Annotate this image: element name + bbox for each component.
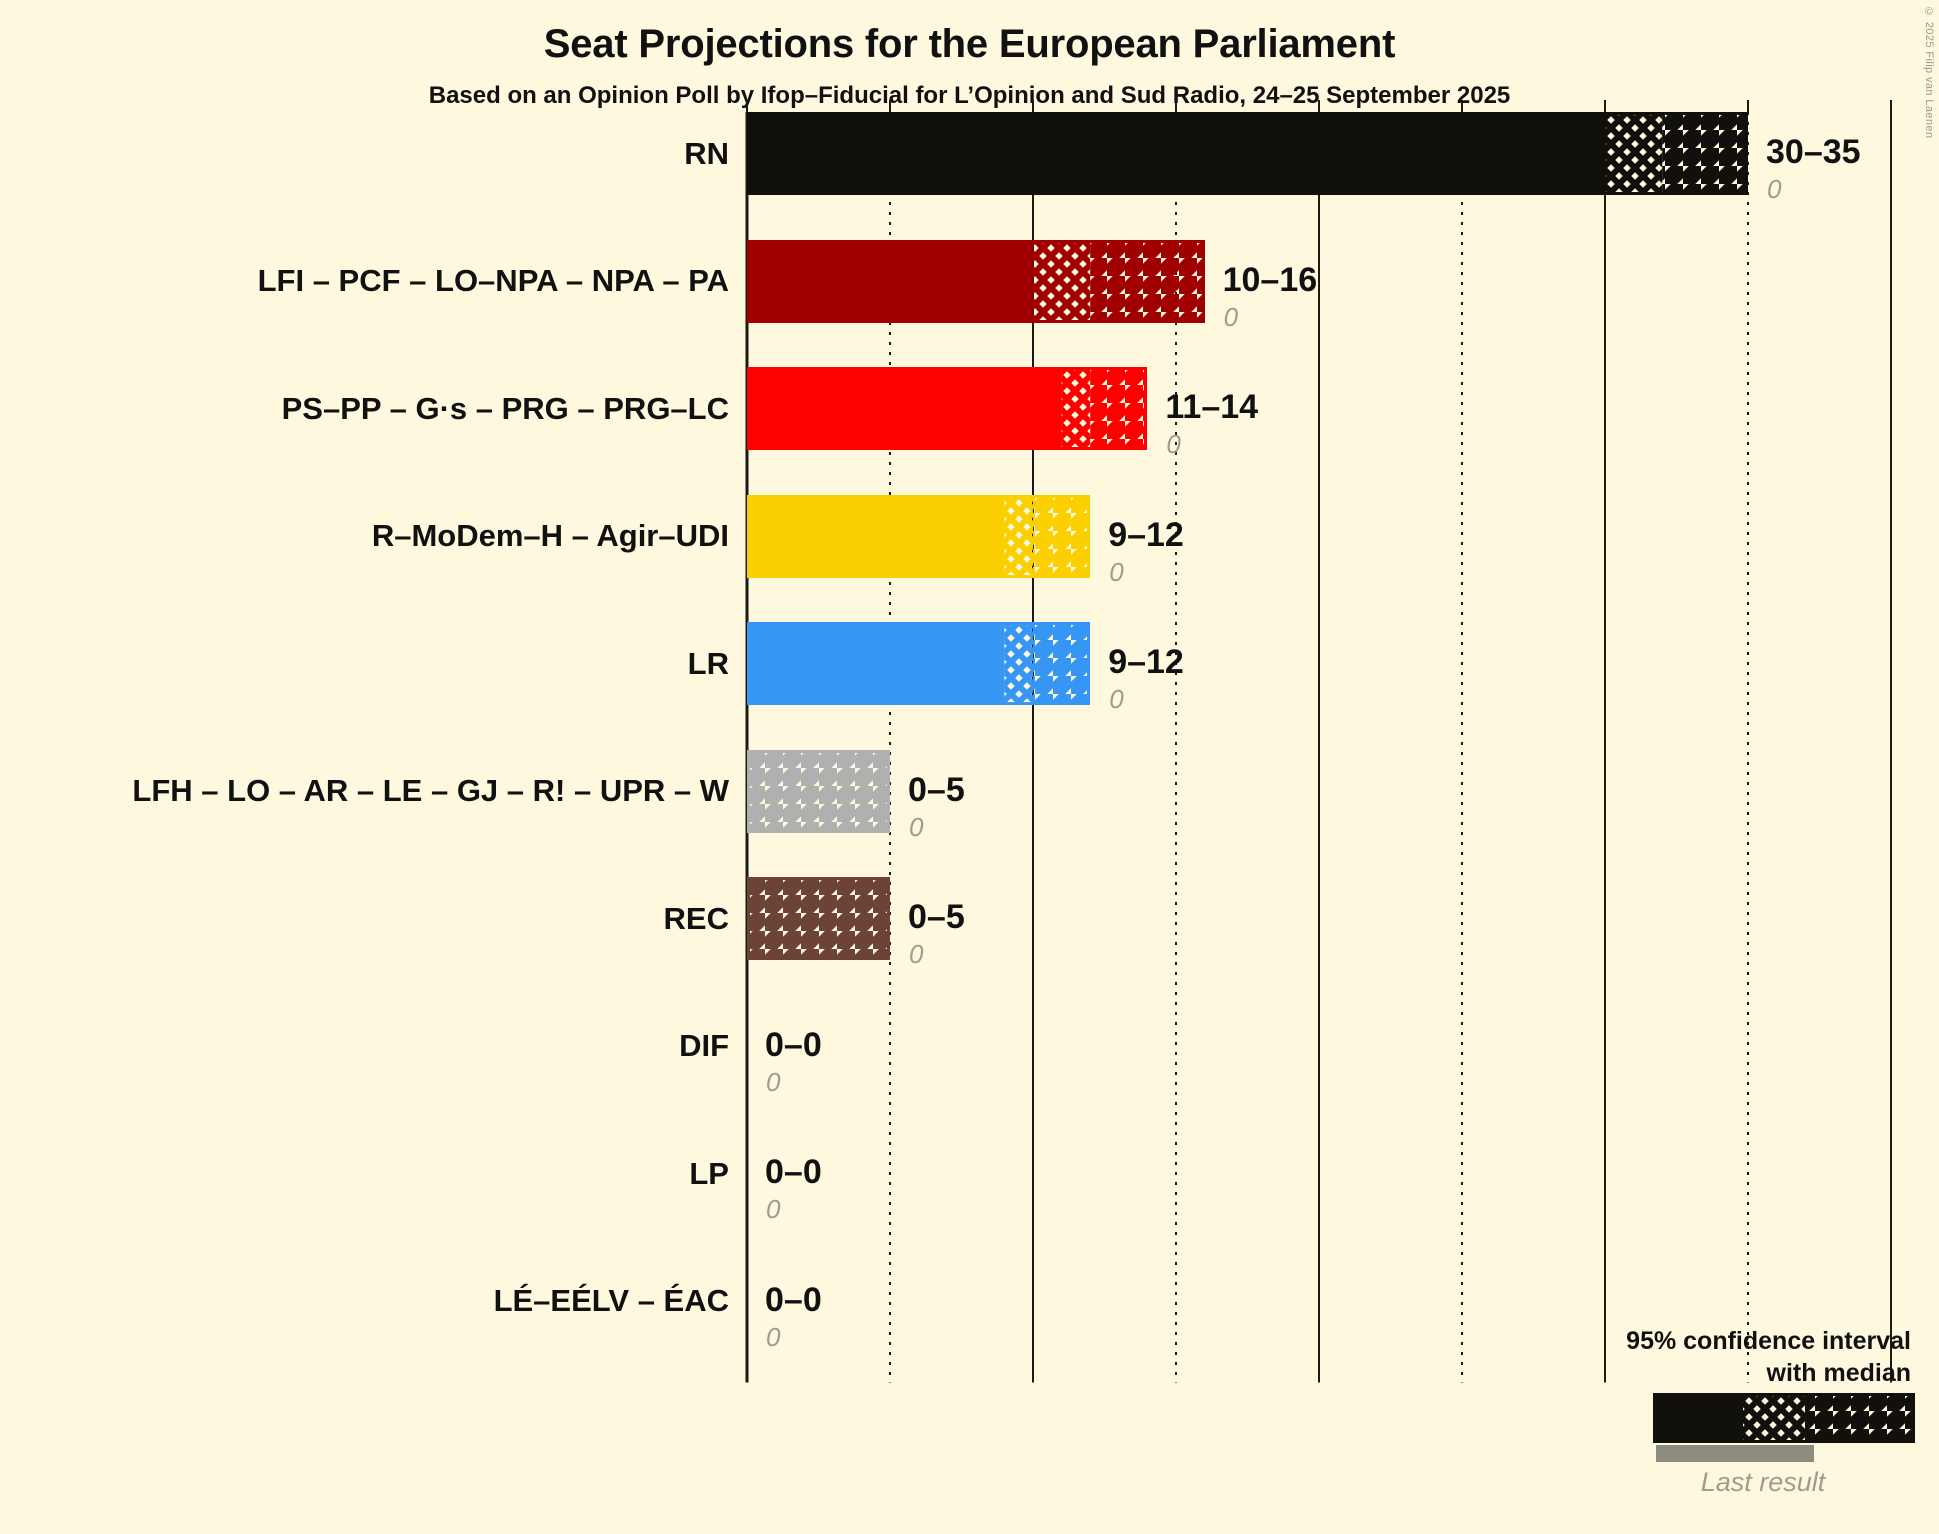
legend-sample-bar [1653, 1393, 1915, 1443]
confidence-interval-bar [747, 749, 890, 833]
confidence-interval-bar [747, 494, 1091, 578]
last-result-value: 0 [909, 939, 924, 969]
last-result-value: 0 [766, 1194, 781, 1224]
bar-fill [747, 877, 890, 960]
legend-line-2: with median [1766, 1359, 1911, 1387]
seat-range-label: 0–0 [765, 1025, 822, 1064]
confidence-interval-bar [747, 877, 890, 960]
copyright-notice: © 2025 Filip van Laenen [1923, 6, 1935, 139]
bar-fill [747, 367, 1148, 450]
confidence-interval-bar [747, 367, 1148, 450]
last-result-value: 0 [1109, 684, 1124, 714]
bar-fill [747, 749, 890, 833]
party-label: LÉ–EÉLV – ÉAC [493, 1283, 729, 1318]
legend-caption: 95% confidence interval with median [1626, 1325, 1911, 1389]
seat-range-label: 11–14 [1165, 388, 1259, 426]
seat-range-label: 10–16 [1222, 260, 1318, 299]
last-result-value: 0 [1166, 429, 1181, 459]
bar-fill [747, 112, 1748, 195]
legend-last-result-label: Last result [1700, 1467, 1826, 1497]
party-label: R–MoDem–H – Agir–UDI [371, 518, 729, 553]
bar-fill [747, 622, 1091, 705]
party-label: REC [663, 900, 729, 936]
party-label: LP [689, 1155, 729, 1191]
confidence-interval-bar [747, 239, 1205, 323]
last-result-value: 0 [1109, 556, 1124, 587]
seat-range-label: 0–5 [908, 770, 965, 809]
seat-range-label: 0–0 [765, 1280, 822, 1319]
party-label: RN [684, 135, 729, 171]
seat-range-label: 9–12 [1108, 643, 1184, 681]
bar-fill [747, 239, 1205, 323]
confidence-interval-bar [747, 112, 1748, 195]
seat-range-label: 9–12 [1108, 515, 1184, 554]
legend-line-1: 95% confidence interval [1626, 1327, 1911, 1355]
bar-fill [747, 494, 1091, 578]
seat-range-label: 0–0 [765, 1153, 822, 1191]
last-result-value: 0 [766, 1066, 781, 1097]
last-result-value: 0 [766, 1321, 781, 1352]
last-result-value: 0 [1223, 301, 1239, 332]
confidence-interval-bar [747, 622, 1091, 705]
seat-range-label: 0–5 [908, 898, 965, 936]
seat-range-label: 30–35 [1766, 133, 1861, 171]
chart-subtitle: Based on an Opinion Poll by Ifop–Fiducia… [428, 82, 1511, 109]
party-label: LFI – PCF – LO–NPA – NPA – PA [257, 263, 729, 298]
party-label: DIF [679, 1028, 729, 1063]
party-label: PS–PP – G·s – PRG – PRG–LC [281, 390, 729, 426]
page-title: Seat Projections for the European Parlia… [543, 22, 1396, 66]
last-result-value: 0 [1767, 174, 1782, 204]
legend-bar-fill [1653, 1393, 1915, 1443]
legend-last-result-bar [1656, 1445, 1814, 1462]
party-label: LR [687, 645, 729, 681]
last-result-value: 0 [909, 811, 924, 842]
party-label: LFH – LO – AR – LE – GJ – R! – UPR – W [132, 773, 729, 808]
